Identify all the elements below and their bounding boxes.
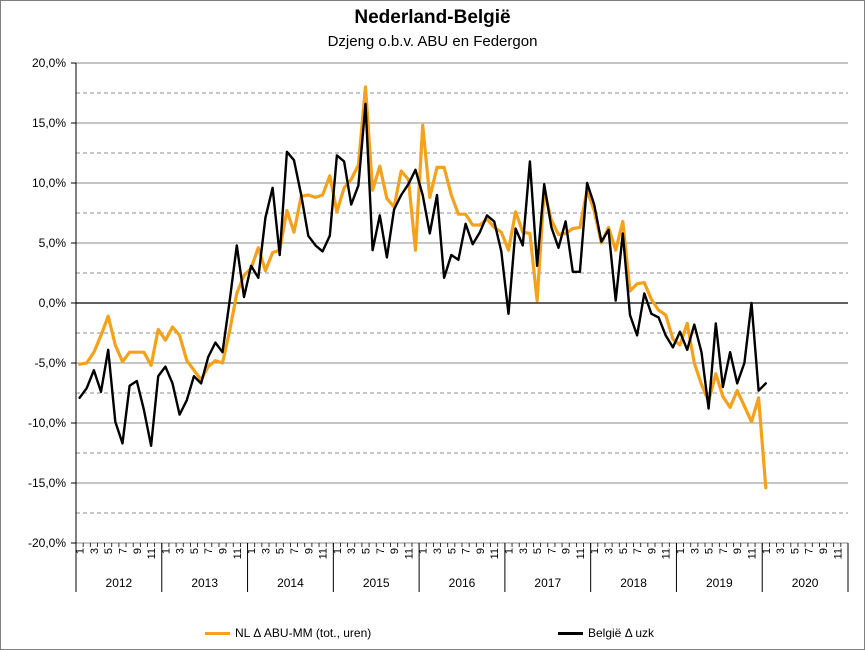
month-tick-label: 7 — [718, 548, 730, 554]
month-tick-label: 5 — [103, 548, 115, 554]
month-tick-label: 9 — [218, 548, 230, 554]
chart-subtitle: Dzjeng o.b.v. ABU en Federgon — [327, 33, 538, 50]
year-label: 2015 — [363, 576, 390, 590]
year-label: 2012 — [106, 576, 133, 590]
chart-title: Nederland-België — [354, 7, 511, 28]
month-tick-label: 3 — [260, 548, 272, 554]
legend-item-nl: NL Δ ABU-MM (tot., uren) — [205, 624, 371, 642]
series-line-nl — [77, 85, 768, 490]
month-tick-label: 7 — [632, 548, 644, 554]
month-tick-label: 5 — [789, 548, 801, 554]
month-tick-label: 7 — [804, 548, 816, 554]
legend-swatch-belgie — [558, 631, 583, 635]
month-tick-label: 11 — [318, 548, 330, 559]
month-tick-label: 3 — [346, 548, 358, 554]
year-label: 2019 — [706, 576, 733, 590]
month-tick-label: 9 — [389, 548, 401, 554]
month-tick-label: 7 — [117, 548, 129, 554]
year-label: 2018 — [620, 576, 647, 590]
month-tick-label: 9 — [132, 548, 144, 554]
month-tick-label: 1 — [332, 548, 344, 554]
month-tick-label: 5 — [446, 548, 458, 554]
month-tick-label: 9 — [732, 548, 744, 554]
year-label: 2014 — [277, 576, 304, 590]
month-tick-label: 3 — [689, 548, 701, 554]
month-tick-label: 3 — [432, 548, 444, 554]
legend-swatch-nl — [205, 631, 230, 635]
month-tick-label: 11 — [747, 548, 759, 559]
month-tick-label: 9 — [303, 548, 315, 554]
y-tick-label: -15,0% — [28, 476, 66, 490]
month-tick-label: 9 — [818, 548, 830, 554]
month-tick-label: 1 — [503, 548, 515, 554]
year-label: 2016 — [449, 576, 476, 590]
month-tick-label: 1 — [761, 548, 773, 554]
month-tick-label: 7 — [461, 548, 473, 554]
legend-label-belgie: België Δ uzk — [588, 626, 655, 640]
month-tick-label: 9 — [561, 548, 573, 554]
year-label: 2017 — [534, 576, 561, 590]
year-label: 2013 — [191, 576, 218, 590]
month-tick-label: 5 — [532, 548, 544, 554]
y-tick-label: -5,0% — [35, 356, 67, 370]
month-tick-label: 11 — [489, 548, 501, 559]
month-tick-label: 7 — [289, 548, 301, 554]
month-tick-label: 11 — [146, 548, 158, 559]
y-tick-label: -10,0% — [28, 416, 66, 430]
month-tick-label: 11 — [232, 548, 244, 559]
series-line-belgie — [78, 102, 767, 447]
month-tick-label: 1 — [75, 548, 87, 554]
month-tick-label: 11 — [832, 548, 844, 559]
month-tick-label: 5 — [275, 548, 287, 554]
y-tick-label: 15,0% — [32, 116, 66, 130]
month-tick-label: 1 — [589, 548, 601, 554]
month-tick-label: 7 — [546, 548, 558, 554]
month-tick-label: 7 — [375, 548, 387, 554]
month-tick-label: 5 — [189, 548, 201, 554]
month-tick-label: 9 — [646, 548, 658, 554]
month-tick-label: 1 — [246, 548, 258, 554]
month-tick-label: 3 — [518, 548, 530, 554]
year-label: 2020 — [792, 576, 819, 590]
month-tick-label: 3 — [775, 548, 787, 554]
month-tick-label: 5 — [361, 548, 373, 554]
month-tick-label: 7 — [203, 548, 215, 554]
y-tick-label: 20,0% — [32, 56, 66, 70]
legend-item-belgie: België Δ uzk — [558, 624, 654, 642]
month-tick-label: 5 — [618, 548, 630, 554]
month-tick-label: 9 — [475, 548, 487, 554]
month-tick-label: 1 — [418, 548, 430, 554]
month-tick-label: 11 — [575, 548, 587, 559]
y-tick-label: 10,0% — [32, 176, 66, 190]
month-tick-label: 3 — [89, 548, 101, 554]
y-tick-label: -20,0% — [28, 536, 66, 550]
month-tick-label: 3 — [175, 548, 187, 554]
month-tick-label: 5 — [704, 548, 716, 554]
month-tick-label: 3 — [604, 548, 616, 554]
y-tick-label: 5,0% — [39, 236, 67, 250]
month-tick-label: 11 — [403, 548, 415, 559]
month-tick-label: 1 — [160, 548, 172, 554]
y-tick-label: 0,0% — [39, 296, 67, 310]
legend-label-nl: NL Δ ABU-MM (tot., uren) — [235, 626, 372, 640]
month-tick-label: 11 — [661, 548, 673, 559]
month-tick-label: 1 — [675, 548, 687, 554]
